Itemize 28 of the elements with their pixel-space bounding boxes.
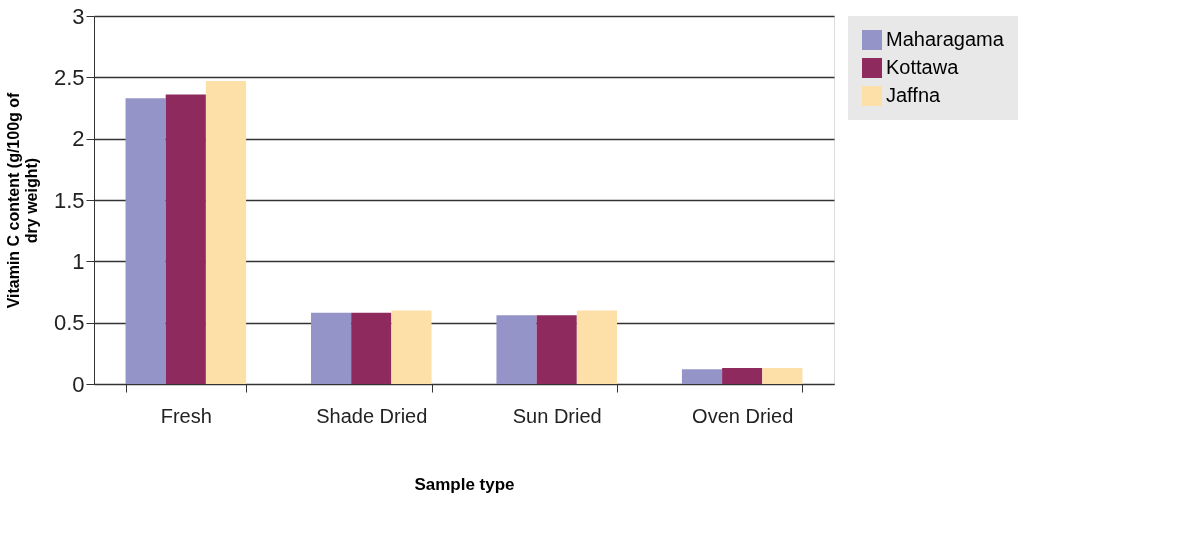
x-axis-title: Sample type (414, 474, 515, 494)
bar (681, 369, 723, 384)
bar (762, 368, 803, 384)
y-tick-label: 0 (72, 371, 85, 397)
x-tick-label: Oven Dried (692, 404, 794, 427)
x-tick-label: Shade Dried (316, 404, 428, 427)
legend-label: Maharagama (886, 28, 1005, 50)
bar (205, 81, 247, 384)
bar (351, 312, 392, 384)
bar (310, 312, 352, 384)
y-tick-label: 1 (72, 248, 85, 274)
bar (165, 94, 206, 384)
x-tick-label: Sun Dried (512, 404, 602, 427)
bar (125, 98, 166, 384)
bar (391, 310, 432, 384)
y-tick-label: 3 (72, 3, 85, 29)
y-tick-label: 0.5 (53, 310, 85, 336)
y-tick-label: 2.5 (53, 64, 85, 90)
legend-label: Jaffna (886, 84, 941, 106)
y-axis-title: Vitamin C content (g/100g of dry weight) (4, 91, 40, 309)
x-tick-label: Fresh (160, 404, 212, 427)
legend-label: Kottawa (886, 56, 960, 78)
bar (536, 315, 577, 384)
bar (496, 315, 537, 384)
bar (576, 310, 618, 384)
bar (722, 368, 763, 384)
y-tick-label: 2 (72, 126, 85, 152)
y-tick-label: 1.5 (53, 187, 85, 213)
